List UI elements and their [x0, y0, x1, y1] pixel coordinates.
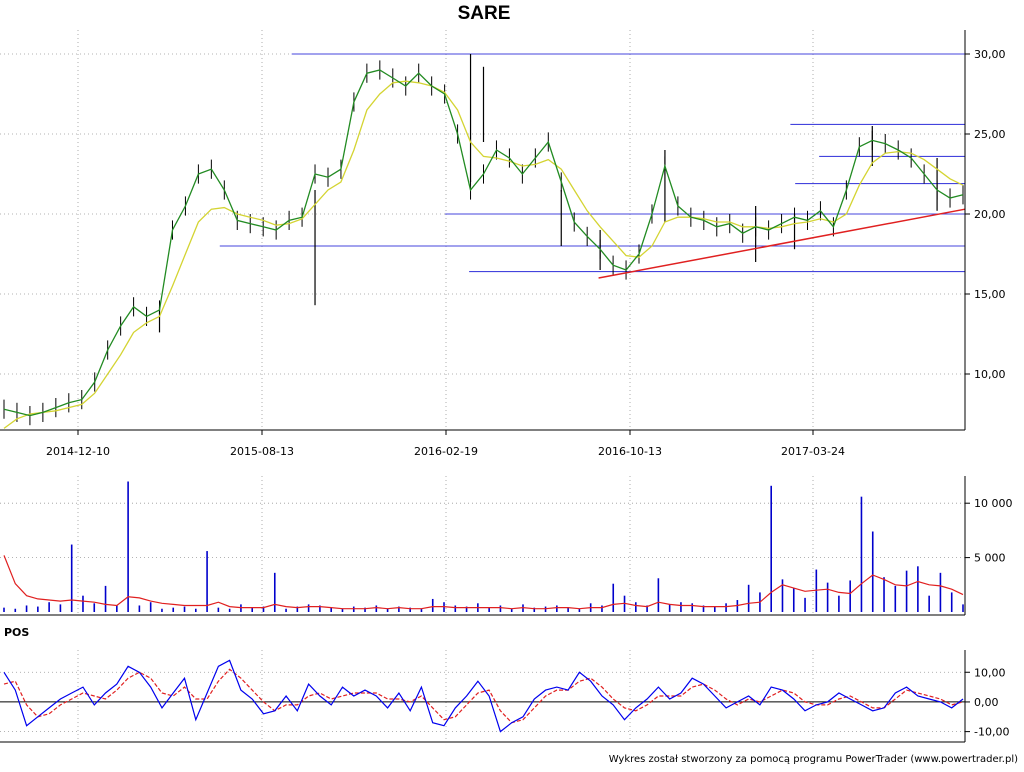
pos-label: POS: [4, 626, 29, 639]
price-y-tick-label: 20,00: [974, 208, 1006, 221]
price-x-ticks: 2014-12-10 2015-08-13 2016-02-19 2016-10-13…: [46, 430, 845, 458]
price-series: [3, 69, 964, 429]
price-y-tick-label: 10,00: [974, 368, 1006, 381]
volume-bars: [3, 481, 964, 612]
price-panel: SARE 30,00 25,00 20,00 15,00 10,00 2014-12-1…: [0, 3, 1006, 458]
volume-panel: 10 000 5 000: [0, 476, 1013, 616]
pos-y-tick-label: 0,00: [974, 696, 999, 709]
pos-series-line: [3, 659, 964, 733]
price-y-tick-label: 30,00: [974, 48, 1006, 61]
price-x-tick-label: 2015-08-13: [230, 445, 294, 458]
price-y-tick-label: 25,00: [974, 128, 1006, 141]
chart-title: SARE: [458, 3, 511, 24]
pos-y-tick-label: 10,00: [974, 666, 1006, 679]
trend-line: [598, 208, 966, 279]
pos-y-tick-label: -10,00: [974, 726, 1009, 739]
volume-average-line: [3, 555, 964, 610]
support-resistance-levels: [219, 53, 965, 273]
pos-series-line: [3, 668, 964, 724]
price-series-line: [3, 80, 964, 429]
price-y-tick-label: 15,00: [974, 288, 1006, 301]
volume-y-tick-label: 5 000: [974, 552, 1006, 565]
footer-credit: Wykres został stworzony za pomocą progra…: [609, 754, 1018, 765]
volume-y-tick-label: 10 000: [974, 497, 1013, 510]
pos-series: [3, 659, 964, 733]
price-x-tick-label: 2016-10-13: [598, 445, 662, 458]
price-x-tick-label: 2017-03-24: [781, 445, 845, 458]
pos-y-ticks: 10,00 0,00 -10,00: [965, 666, 1009, 739]
price-series-line: [3, 69, 964, 417]
volume-grid: [0, 476, 965, 615]
price-x-tick-label: 2014-12-10: [46, 445, 110, 458]
price-x-tick-label: 2016-02-19: [414, 445, 478, 458]
volume-average-polyline: [3, 555, 964, 610]
price-trend-line: [598, 208, 966, 279]
volume-y-ticks: 10 000 5 000: [965, 497, 1013, 565]
price-axis: 30,00 25,00 20,00 15,00 10,00 2014-12-10 2015…: [0, 30, 1006, 458]
price-y-ticks: 30,00 25,00 20,00 15,00 10,00: [965, 48, 1006, 381]
pos-panel: POS 10,00 0,00 -10,00: [0, 626, 1009, 743]
pos-grid: [0, 650, 965, 742]
